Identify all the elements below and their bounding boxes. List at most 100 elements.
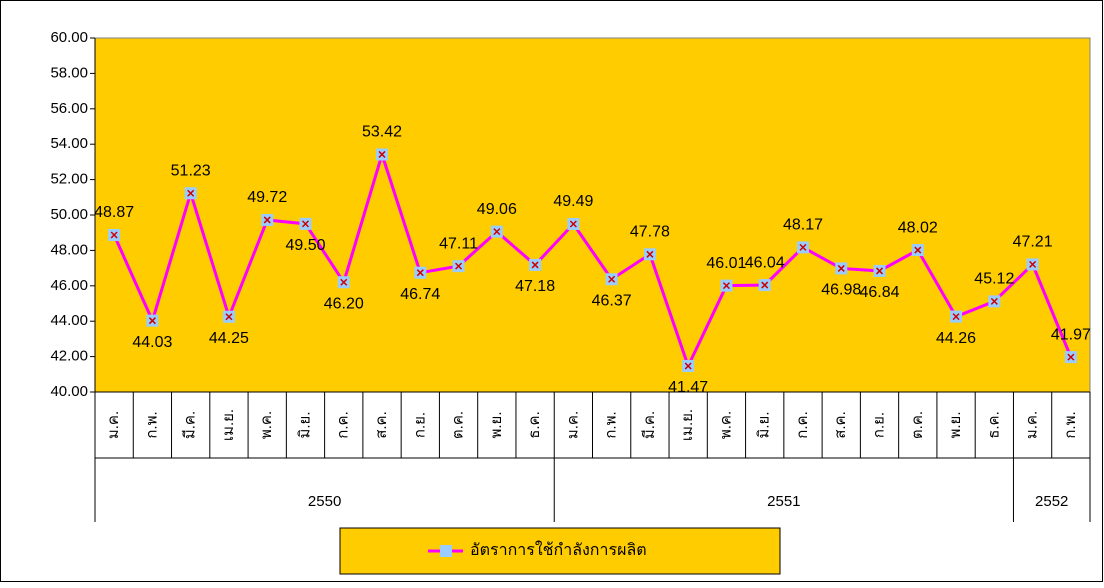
- x-tick-label: ก.พ.: [143, 411, 160, 438]
- marker-x: [187, 189, 195, 197]
- marker-x: [340, 278, 348, 286]
- data-point: [873, 264, 886, 277]
- legend-label: อัตราการใช้กำลังการผลิต: [470, 540, 647, 559]
- x-tick-label: ธ.ค.: [985, 411, 1002, 439]
- data-label: 47.11: [439, 235, 478, 252]
- data-label: 41.47: [668, 379, 708, 396]
- legend-box: [339, 527, 781, 575]
- data-point: [1064, 351, 1077, 364]
- data-label: 46.98: [821, 282, 861, 299]
- x-tick-label: พ.ค.: [717, 411, 734, 439]
- data-point: [567, 218, 580, 231]
- data-label: 53.42: [362, 124, 402, 141]
- marker-x: [684, 362, 692, 370]
- marker-x: [875, 267, 884, 275]
- y-tick-label: 60.00: [50, 29, 88, 46]
- x-tick-label: ส.ค.: [832, 411, 849, 439]
- x-tick-label: มี.ค.: [641, 411, 658, 439]
- x-tick-label: ต.ค.: [909, 411, 926, 439]
- group-label: 2552: [1035, 493, 1068, 510]
- data-point: [605, 273, 618, 286]
- data-label: 47.18: [515, 278, 555, 295]
- y-tick-label: 52.00: [50, 171, 88, 188]
- marker-x: [646, 250, 654, 258]
- x-tick-label: ก.พ.: [1062, 411, 1079, 438]
- marker-x: [1029, 260, 1037, 268]
- data-point: [414, 266, 427, 279]
- x-tick-label: ก.พ.: [603, 411, 620, 438]
- data-label: 51.23: [171, 162, 211, 179]
- x-tick-label: ก.ค.: [335, 411, 352, 438]
- data-point: [911, 244, 924, 257]
- marker-x: [990, 297, 998, 305]
- x-tick-label: มิ.ย.: [756, 411, 773, 438]
- data-label: 46.01: [706, 255, 746, 272]
- data-point: [988, 295, 1001, 308]
- x-tick-label: ม.ค.: [564, 411, 581, 439]
- data-label: 47.78: [630, 224, 670, 241]
- data-point: [796, 241, 809, 254]
- data-label: 44.03: [132, 334, 172, 351]
- x-tick-label: พ.ค.: [258, 411, 275, 439]
- marker-x: [608, 275, 616, 283]
- data-point: [222, 310, 235, 323]
- data-point: [643, 248, 656, 261]
- marker-x: [378, 150, 386, 158]
- marker-x: [569, 220, 577, 228]
- data-label: 48.87: [94, 204, 134, 221]
- series-line: [112, 149, 1073, 370]
- x-tick-label: มี.ค.: [182, 411, 199, 439]
- data-label: 49.50: [285, 237, 325, 254]
- data-label: 45.12: [974, 271, 1014, 288]
- data-label: 48.02: [898, 219, 938, 236]
- data-point: [337, 276, 350, 289]
- marker-x: [110, 231, 118, 239]
- data-label: 49.06: [477, 201, 517, 218]
- data-label: 49.49: [553, 193, 593, 210]
- data-label: 47.21: [1013, 234, 1053, 251]
- data-point: [529, 258, 542, 271]
- x-tick-label: เม.ย.: [220, 409, 237, 441]
- x-tick-label: ม.ค.: [105, 411, 122, 439]
- marker-x: [416, 269, 424, 277]
- data-point: [108, 229, 121, 242]
- data-point: [758, 279, 771, 292]
- y-tick-label: 56.00: [50, 100, 88, 117]
- marker-x: [301, 220, 310, 228]
- data-label: 44.26: [936, 330, 976, 347]
- marker-x: [455, 262, 463, 270]
- y-tick-label: 50.00: [50, 206, 88, 223]
- legend-marker: [440, 545, 452, 557]
- x-tick-label: ม.ค.: [1024, 411, 1041, 439]
- data-label: 46.20: [324, 295, 364, 312]
- x-tick-label: มิ.ย.: [296, 411, 313, 438]
- x-tick-label: พ.ย.: [488, 411, 505, 438]
- marker-x: [761, 281, 769, 289]
- group-label: 2551: [767, 493, 800, 510]
- data-label: 46.37: [592, 292, 632, 309]
- group-label: 2550: [308, 493, 341, 510]
- data-point: [299, 217, 312, 230]
- data-point: [376, 148, 389, 161]
- data-label: 49.72: [247, 189, 287, 206]
- y-tick-label: 58.00: [50, 64, 88, 81]
- y-tick-label: 40.00: [50, 383, 88, 400]
- data-label: 46.74: [400, 286, 440, 303]
- plot-area: [94, 37, 1091, 393]
- marker-x: [263, 216, 271, 224]
- data-point: [720, 279, 733, 292]
- marker-x: [837, 264, 845, 272]
- marker-x: [225, 313, 233, 321]
- data-point: [261, 213, 274, 226]
- data-point: [146, 314, 159, 327]
- data-point: [682, 359, 695, 372]
- data-point: [184, 187, 197, 200]
- x-tick-label: ธ.ค.: [526, 411, 543, 439]
- x-tick-label: ต.ค.: [450, 411, 467, 439]
- data-point: [950, 310, 963, 323]
- x-tick-label: พ.ย.: [947, 411, 964, 438]
- marker-x: [531, 261, 539, 269]
- marker-x: [493, 228, 501, 236]
- marker-x: [1067, 353, 1075, 361]
